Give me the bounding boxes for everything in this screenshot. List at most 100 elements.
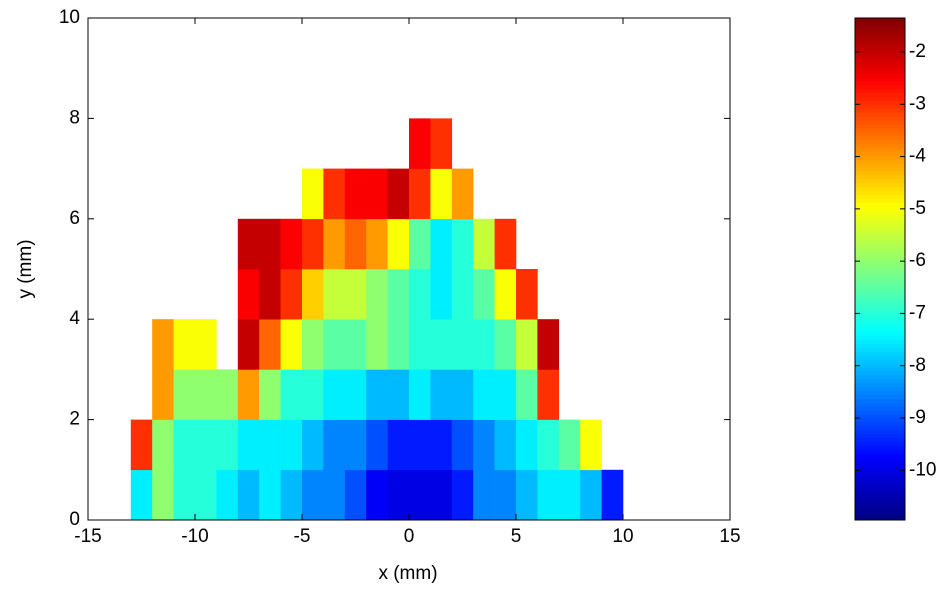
heatmap-cell bbox=[280, 319, 303, 370]
heatmap-cell bbox=[237, 319, 260, 370]
colorbar-swatch bbox=[855, 147, 905, 152]
heatmap-cell bbox=[430, 218, 453, 270]
heatmap-cell bbox=[580, 419, 602, 471]
heatmap-cell bbox=[323, 369, 346, 420]
heatmap-cell bbox=[237, 218, 260, 270]
y-tick-label: 0 bbox=[69, 509, 80, 530]
x-tick-label: 15 bbox=[719, 526, 740, 547]
colorbar-swatch bbox=[855, 214, 905, 219]
heatmap-cell bbox=[451, 419, 474, 471]
colorbar-swatch bbox=[855, 284, 905, 290]
heatmap-cell bbox=[302, 469, 324, 521]
heatmap-cell bbox=[173, 419, 196, 471]
colorbar-swatch bbox=[855, 233, 905, 239]
x-tick-label: -5 bbox=[294, 526, 311, 547]
colorbar-swatch bbox=[855, 257, 905, 262]
heatmap-cell bbox=[409, 269, 431, 320]
colorbar-swatch bbox=[855, 163, 905, 168]
colorbar-swatch bbox=[855, 186, 905, 192]
heatmap-cell bbox=[537, 469, 560, 521]
heatmap-cell bbox=[558, 419, 581, 471]
heatmap-cell bbox=[323, 168, 346, 220]
heatmap-cell bbox=[494, 269, 517, 320]
colorbar-swatch bbox=[855, 441, 905, 446]
colorbar-swatch bbox=[855, 437, 905, 443]
heatmap-cell bbox=[387, 319, 410, 370]
heatmap-cell bbox=[259, 369, 281, 420]
colorbar-swatch bbox=[855, 304, 905, 309]
heatmap-cell bbox=[537, 319, 560, 370]
heatmap-cell bbox=[259, 269, 281, 320]
heatmap-cell bbox=[130, 469, 153, 521]
heatmap-cell bbox=[473, 218, 495, 270]
colorbar-swatch bbox=[855, 249, 905, 254]
colorbar-swatch bbox=[855, 406, 905, 411]
heatmap-cell bbox=[451, 218, 474, 270]
heatmap-cell bbox=[344, 469, 367, 521]
heatmap-cell bbox=[387, 218, 410, 270]
x-tick-label: 5 bbox=[511, 526, 522, 547]
colorbar-swatch bbox=[855, 327, 905, 333]
heatmap-cell bbox=[344, 218, 367, 270]
colorbar-swatch bbox=[855, 41, 905, 46]
colorbar-swatch bbox=[855, 457, 905, 462]
colorbar-swatch bbox=[855, 461, 905, 466]
colorbar-swatch bbox=[855, 57, 905, 62]
colorbar-tick-label: -9 bbox=[909, 407, 926, 428]
heatmap-cell bbox=[494, 369, 517, 420]
colorbar-swatch bbox=[855, 276, 905, 282]
heatmap-cell bbox=[409, 419, 431, 471]
heatmap-cell bbox=[537, 369, 560, 420]
colorbar-swatch bbox=[855, 190, 905, 195]
colorbar-swatch bbox=[855, 104, 905, 109]
colorbar-swatch bbox=[855, 272, 905, 278]
heatmap-cell bbox=[430, 269, 453, 320]
heatmap-cell bbox=[387, 469, 410, 521]
colorbar-swatch bbox=[855, 225, 905, 231]
colorbar-swatch bbox=[855, 292, 905, 297]
heatmap-cell bbox=[195, 419, 217, 471]
colorbar-swatch bbox=[855, 347, 905, 352]
colorbar-swatch bbox=[855, 76, 905, 82]
heatmap-cell bbox=[344, 269, 367, 320]
heatmap-cell bbox=[409, 369, 431, 420]
colorbar-swatch bbox=[855, 323, 905, 329]
colorbar-swatch bbox=[855, 151, 905, 156]
heatmap-cell bbox=[323, 269, 346, 320]
colorbar-swatch bbox=[855, 469, 905, 474]
colorbar-swatch bbox=[855, 229, 905, 235]
colorbar-swatch bbox=[855, 394, 905, 399]
heatmap-cell bbox=[366, 269, 388, 320]
heatmap-cell bbox=[409, 319, 431, 370]
colorbar-swatch bbox=[855, 445, 905, 450]
colorbar-swatch bbox=[855, 210, 905, 215]
colorbar-swatch bbox=[855, 131, 905, 137]
colorbar-swatch bbox=[855, 92, 905, 97]
heatmap-cell bbox=[259, 419, 281, 471]
y-axis-label: y (mm) bbox=[15, 239, 36, 298]
colorbar-tick-label: -8 bbox=[909, 355, 926, 376]
colorbar-tick-label: -10 bbox=[909, 459, 936, 480]
heatmap-cell bbox=[259, 319, 281, 370]
colorbar-swatch bbox=[855, 453, 905, 458]
heatmap-cell bbox=[173, 369, 196, 420]
colorbar-swatch bbox=[855, 80, 905, 86]
heatmap-cell bbox=[430, 118, 453, 169]
colorbar-swatch bbox=[855, 68, 905, 74]
heatmap-cell bbox=[195, 369, 217, 420]
colorbar-swatch bbox=[855, 18, 905, 23]
heatmap-cell bbox=[216, 469, 239, 521]
colorbar-swatch bbox=[855, 241, 905, 246]
colorbar-swatch bbox=[855, 504, 905, 509]
colorbar-swatch bbox=[855, 370, 905, 376]
heatmap-cell bbox=[451, 369, 474, 420]
heatmap-cell bbox=[494, 218, 517, 270]
colorbar-swatch bbox=[855, 351, 905, 356]
colorbar-swatch bbox=[855, 265, 905, 270]
heatmap-cell bbox=[451, 469, 474, 521]
heatmap-cell bbox=[516, 369, 538, 420]
colorbar-swatch bbox=[855, 316, 905, 321]
colorbar-swatch bbox=[855, 382, 905, 388]
colorbar-swatch bbox=[855, 194, 905, 199]
